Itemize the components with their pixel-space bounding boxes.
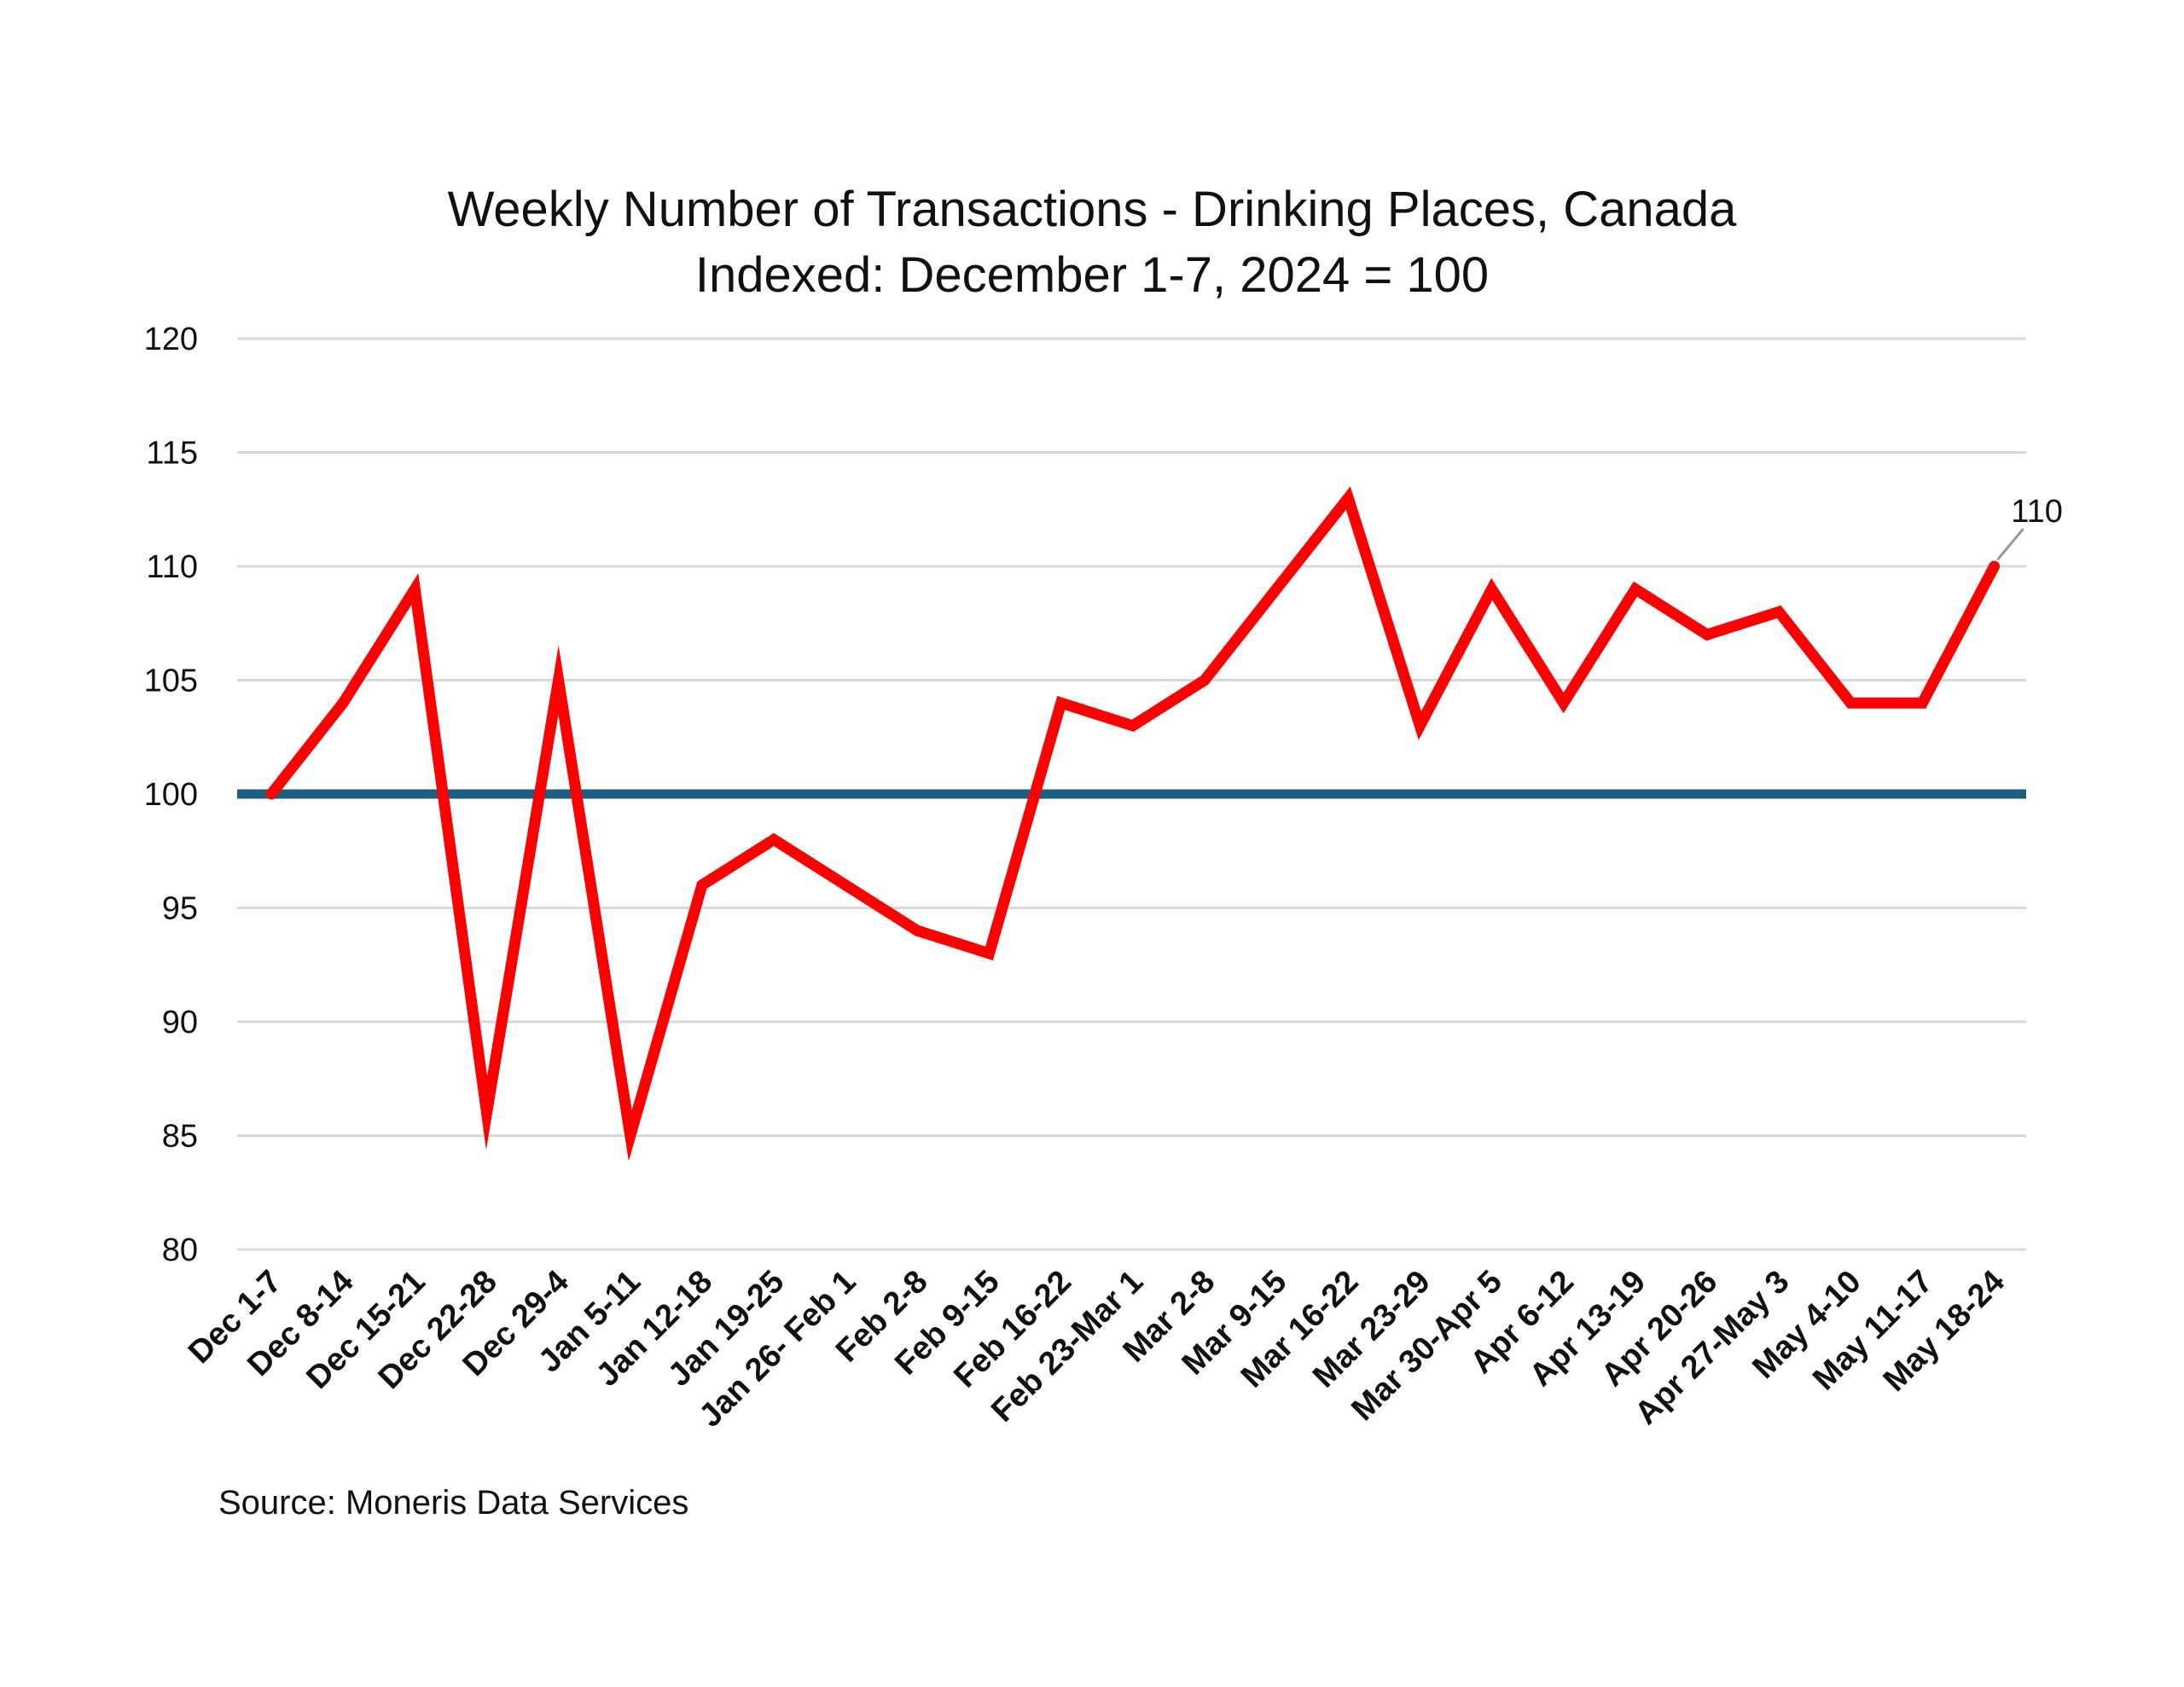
data-point: [485, 1110, 489, 1115]
data-point: [1275, 587, 1279, 591]
y-tick-label: 95: [162, 891, 198, 927]
data-point: [270, 792, 273, 796]
data-point: [1561, 701, 1565, 705]
data-label-leader: [1996, 528, 2024, 560]
y-tick-label: 80: [162, 1232, 198, 1268]
data-label: 110: [2011, 494, 2063, 530]
series-group: [265, 486, 2001, 1162]
data-point: [700, 883, 704, 887]
data-point: [1633, 587, 1637, 591]
y-tick-label: 105: [144, 664, 198, 699]
chart-subtitle: Indexed: December 1-7, 2024 = 100: [695, 247, 1489, 303]
data-point: [1777, 610, 1781, 614]
data-point: [1130, 723, 1135, 728]
data-point: [628, 1133, 632, 1138]
data-point: [772, 838, 776, 842]
y-tick-label: 110: [146, 549, 198, 585]
data-point: [1705, 633, 1709, 637]
y-tick-label: 85: [162, 1119, 198, 1155]
data-point: [1059, 701, 1063, 705]
data-point: [413, 587, 417, 591]
data-point: [1849, 701, 1853, 705]
chart-source: Source: Moneris Data Services: [218, 1484, 688, 1522]
data-point: [1202, 678, 1206, 682]
data-point: [1346, 496, 1350, 500]
data-point: [1992, 565, 1996, 568]
series-line: [265, 486, 2001, 1162]
data-point: [915, 929, 920, 933]
data-point: [987, 951, 991, 955]
annotations: 110: [1996, 494, 2063, 560]
data-point: [1920, 701, 1925, 705]
y-tick-label: 100: [144, 777, 198, 813]
y-tick-label: 115: [146, 436, 198, 472]
chart-title: Weekly Number of Transactions - Drinking…: [448, 182, 1738, 237]
data-point: [844, 883, 848, 887]
y-tick-label: 120: [144, 322, 198, 357]
data-point: [1490, 587, 1494, 591]
y-axis: 80 85 90 95 100 105 110 115 120: [144, 322, 198, 1268]
data-point: [1418, 723, 1422, 728]
data-point: [556, 678, 561, 682]
data-point: [341, 701, 346, 705]
y-tick-label: 90: [162, 1005, 198, 1041]
